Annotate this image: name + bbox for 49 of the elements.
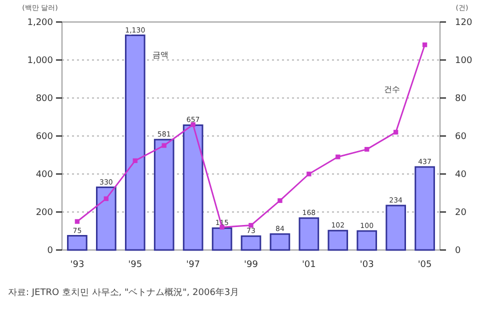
x-tick-label: '01 xyxy=(302,260,316,270)
y-tick-label: 600 xyxy=(36,132,54,142)
y-tick-label: 1,200 xyxy=(27,18,54,28)
y2-tick-label: 80 xyxy=(455,94,467,104)
x-tick-label: '05 xyxy=(418,260,432,270)
bar xyxy=(328,230,348,251)
y-tick-label: 200 xyxy=(36,208,54,218)
bar xyxy=(240,235,262,251)
point xyxy=(278,198,282,203)
y2-tick-label: 40 xyxy=(455,170,467,180)
y2-tick-label: 100 xyxy=(455,56,472,66)
bar xyxy=(270,233,290,251)
bar xyxy=(212,227,232,251)
point xyxy=(190,122,196,127)
bar xyxy=(386,204,406,251)
y2-tick-label: 0 xyxy=(455,246,461,256)
point xyxy=(336,154,340,160)
point xyxy=(364,146,370,152)
x-tick-label: '95 xyxy=(128,260,142,270)
bar xyxy=(414,166,435,251)
point xyxy=(74,219,80,224)
bar xyxy=(124,34,146,251)
y2-tick-label: 120 xyxy=(455,18,472,28)
series-label: 금액 xyxy=(152,50,169,60)
point xyxy=(104,196,109,202)
bar xyxy=(96,186,116,251)
bar xyxy=(67,235,88,251)
x-tick-label: '99 xyxy=(244,260,258,270)
point xyxy=(393,130,398,135)
y2-tick-label: 60 xyxy=(455,132,467,142)
bar xyxy=(182,124,204,251)
y-tick-label: 1,000 xyxy=(27,56,54,66)
bar xyxy=(356,230,378,251)
x-tick-label: '97 xyxy=(186,260,200,270)
x-tick-label: '93 xyxy=(70,260,84,270)
bar xyxy=(154,138,174,251)
point xyxy=(248,222,254,228)
bar xyxy=(298,217,320,251)
y-tick-label: 0 xyxy=(47,246,54,256)
point xyxy=(132,158,138,164)
series-label: 건수 xyxy=(384,85,400,94)
y-tick-label: 800 xyxy=(36,94,54,104)
point xyxy=(162,143,166,148)
y-tick-label: 400 xyxy=(36,170,54,180)
text: 자료: JETRO 호치민 사무소, "ベトナム概況", 2006年3月 xyxy=(8,287,240,298)
point xyxy=(306,172,312,176)
y2-tick-label: 20 xyxy=(455,208,467,218)
point xyxy=(422,42,428,48)
x-tick-label: '03 xyxy=(360,260,374,270)
